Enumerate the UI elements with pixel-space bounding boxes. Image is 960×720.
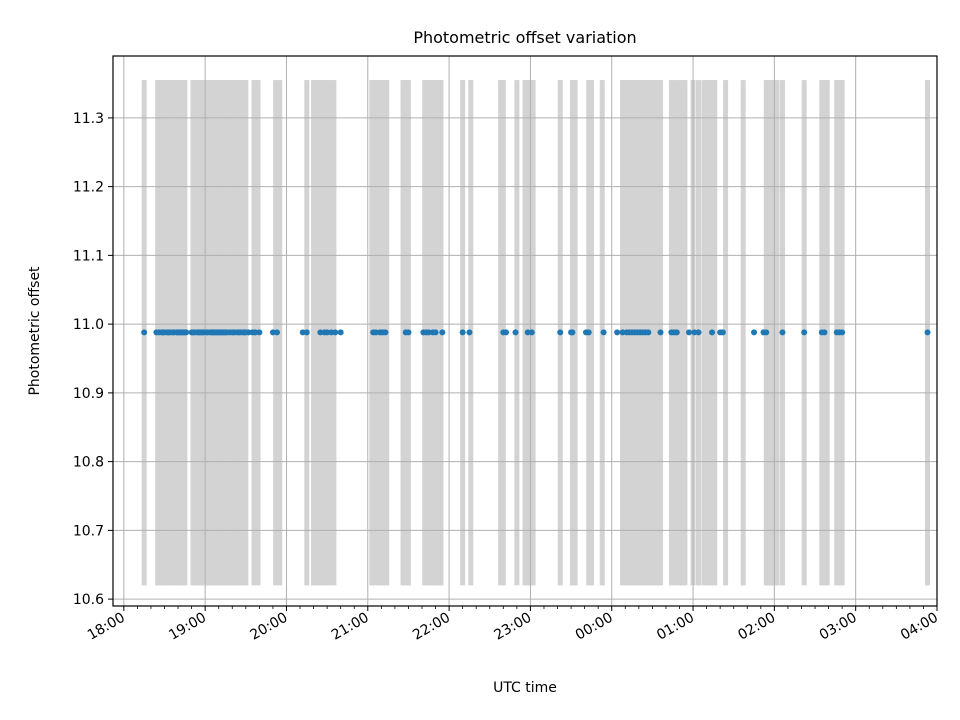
data-point xyxy=(466,329,473,336)
data-point xyxy=(924,329,931,336)
y-tick-label: 11.1 xyxy=(73,248,104,264)
x-tick-label: 23:00 xyxy=(491,610,534,644)
y-tick-label: 10.6 xyxy=(73,592,104,608)
data-point xyxy=(303,329,310,336)
y-tick-label: 11.2 xyxy=(73,180,104,196)
y-tick-label: 11.3 xyxy=(73,111,104,127)
x-tick-label: 22:00 xyxy=(410,610,453,644)
observation-band xyxy=(679,80,685,586)
y-tick-label: 10.9 xyxy=(73,386,104,402)
data-point xyxy=(585,329,592,336)
x-tick-label: 18:00 xyxy=(85,610,128,644)
data-point xyxy=(657,329,664,336)
data-point xyxy=(685,329,692,336)
data-point xyxy=(405,329,412,336)
observation-band xyxy=(774,80,780,586)
observation-band xyxy=(701,80,707,586)
observation-band xyxy=(649,80,655,586)
y-tick-label: 10.8 xyxy=(73,455,104,471)
data-point xyxy=(645,329,652,336)
data-point xyxy=(459,329,466,336)
data-point xyxy=(557,329,564,336)
data-point xyxy=(779,329,786,336)
x-axis-ticks: 18:00 19:00 20:00 21:00 22:00 23:00 00:00 01:00… xyxy=(85,606,941,644)
y-axis-ticks: 10.6 10.7 10.8 10.9 11.0 11.1 11.2 11.3 xyxy=(73,111,113,608)
data-point xyxy=(709,329,716,336)
data-point xyxy=(614,329,621,336)
data-point xyxy=(569,329,576,336)
x-tick-label: 01:00 xyxy=(654,610,697,644)
data-point xyxy=(512,329,519,336)
observation-band xyxy=(682,80,688,586)
chart-title: Photometric offset variation xyxy=(413,28,636,47)
data-point xyxy=(600,329,607,336)
x-tick-label: 19:00 xyxy=(166,610,209,644)
data-point xyxy=(439,329,446,336)
data-point xyxy=(801,329,808,336)
x-tick-label: 20:00 xyxy=(248,610,291,644)
data-point xyxy=(183,329,190,336)
data-point xyxy=(332,329,339,336)
data-point xyxy=(528,329,535,336)
x-axis-label: UTC time xyxy=(493,680,557,696)
observation-band xyxy=(652,80,658,586)
y-tick-label: 11.0 xyxy=(73,317,104,333)
plot-frame xyxy=(112,55,938,607)
data-point xyxy=(763,329,770,336)
data-point xyxy=(719,329,726,336)
observation-band xyxy=(311,80,317,586)
data-point xyxy=(141,329,148,336)
x-tick-label: 21:00 xyxy=(329,610,372,644)
y-axis-label: Photometric offset xyxy=(27,266,43,396)
x-tick-label: 03:00 xyxy=(817,610,860,644)
data-point xyxy=(673,329,680,336)
y-tick-label: 10.7 xyxy=(73,523,104,539)
data-points xyxy=(141,329,931,336)
data-point xyxy=(821,329,828,336)
x-tick-label: 02:00 xyxy=(735,610,778,644)
data-point xyxy=(432,329,439,336)
data-point xyxy=(273,329,280,336)
data-point xyxy=(751,329,758,336)
observation-band xyxy=(705,80,711,586)
data-point xyxy=(337,329,344,336)
data-point xyxy=(382,329,389,336)
data-point xyxy=(256,329,263,336)
x-tick-label: 00:00 xyxy=(573,610,616,644)
data-point xyxy=(695,329,702,336)
observation-band xyxy=(740,80,746,586)
data-point xyxy=(839,329,846,336)
data-point xyxy=(503,329,510,336)
x-tick-label: 04:00 xyxy=(898,610,941,644)
observation-band xyxy=(313,80,319,586)
